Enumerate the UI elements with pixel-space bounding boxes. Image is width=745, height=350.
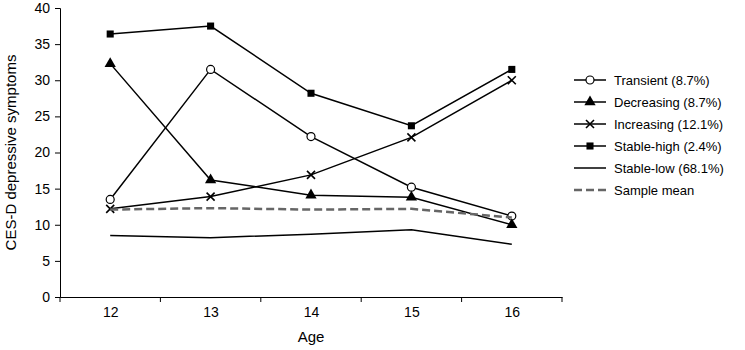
series-marker [305, 189, 316, 199]
y-tick-mark [55, 297, 60, 298]
legend-marker [586, 76, 594, 84]
series-line [110, 80, 512, 209]
x-tick: 13 [203, 297, 219, 320]
y-tick-label: 15 [34, 181, 50, 197]
y-tick-label: 10 [34, 217, 50, 233]
series-line [110, 26, 512, 126]
series-marker [407, 133, 415, 141]
legend-label: Stable-low (68.1%) [614, 161, 724, 176]
series-line [110, 64, 512, 225]
legend-item: Transient (8.7%) [574, 73, 710, 88]
chart: 0 5 10 15 20 25 30 35 40 12 13 14 15 16 Age CES-D depre… [0, 0, 745, 350]
x-boundary-tick [160, 297, 161, 302]
y-tick: 10 [34, 217, 60, 233]
x-tick-label: 14 [304, 304, 320, 320]
x-tick-label: 16 [505, 304, 521, 320]
y-tick-mark [55, 261, 60, 262]
x-axis-title: Age [298, 328, 325, 345]
y-tick: 0 [42, 289, 60, 305]
series-marker [407, 183, 415, 191]
y-axis-line [55, 9, 61, 298]
legend-item: Stable-low (68.1%) [574, 161, 724, 176]
series-marker [207, 193, 215, 201]
y-tick-label: 0 [42, 289, 50, 305]
legend-item: Sample mean [574, 183, 694, 198]
x-boundary-tick [260, 297, 261, 302]
legend-item: Decreasing (8.7%) [574, 95, 722, 110]
legend-label: Decreasing (8.7%) [614, 95, 722, 110]
series-marker [408, 122, 415, 129]
series-marker [307, 90, 314, 97]
legend-marker [584, 95, 595, 105]
legend-label: Increasing (12.1%) [614, 117, 723, 132]
marks [105, 23, 518, 245]
series-marker [205, 173, 216, 183]
series-line [110, 208, 512, 217]
y-tick-mark [55, 8, 60, 9]
y-tick-mark [55, 189, 60, 190]
series-marker [106, 195, 114, 203]
legend-marker [586, 120, 594, 128]
x-axis-line [61, 297, 563, 298]
y-tick-mark [55, 80, 60, 81]
y-tick-label: 5 [42, 253, 50, 269]
y-tick: 35 [34, 36, 60, 52]
x-boundary-tick [361, 297, 362, 302]
x-tick: 15 [404, 297, 420, 320]
x-boundary-ticks [60, 297, 562, 302]
series-line [110, 69, 512, 216]
series-marker [406, 191, 417, 201]
y-tick-mark [55, 44, 60, 45]
x-tick: 14 [304, 297, 320, 320]
y-tick: 15 [34, 181, 60, 197]
x-axis: 12 13 14 15 16 [60, 297, 563, 320]
y-tick: 25 [34, 108, 60, 124]
y-tick: 30 [34, 72, 60, 88]
series-marker [508, 76, 516, 84]
series-marker [207, 65, 215, 73]
series-marker [207, 23, 214, 30]
y-tick: 5 [42, 253, 60, 269]
y-tick-label: 35 [34, 36, 50, 52]
legend-marker [586, 142, 593, 149]
legend-label: Sample mean [614, 183, 694, 198]
legend-swatch [574, 167, 606, 169]
y-tick-mark [55, 116, 60, 117]
plot: 0 5 10 15 20 25 30 35 40 12 13 14 15 16 [34, 0, 562, 320]
series-marker [107, 30, 114, 37]
y-tick-mark [55, 153, 60, 154]
x-tick: 16 [505, 297, 521, 320]
series-marker [307, 171, 315, 179]
x-tick: 12 [103, 297, 119, 320]
y-axis: 0 5 10 15 20 25 30 35 40 [34, 0, 60, 305]
legend-item: Stable-high (2.4%) [574, 139, 722, 154]
y-tick-label: 20 [34, 144, 50, 160]
legend-label: Stable-high (2.4%) [614, 139, 722, 154]
legend: Transient (8.7%) Decreasing (8.7%) Increas… [574, 73, 724, 198]
series-marker [508, 66, 515, 73]
y-tick-label: 40 [34, 0, 50, 16]
legend-swatch [574, 189, 606, 192]
y-tick: 40 [34, 0, 60, 16]
y-tick-label: 25 [34, 108, 50, 124]
x-boundary-tick [562, 297, 563, 302]
y-tick-mark [55, 225, 60, 226]
x-tick-label: 15 [404, 304, 420, 320]
x-tick-label: 12 [103, 304, 119, 320]
x-boundary-tick [60, 297, 61, 302]
series-marker [506, 218, 517, 228]
series-marker [105, 57, 116, 67]
y-axis-title: CES-D depressive symptoms [2, 55, 19, 251]
legend-item: Increasing (12.1%) [574, 117, 723, 132]
x-boundary-tick [461, 297, 462, 302]
series-marker [307, 133, 315, 141]
series-line [110, 230, 512, 244]
y-tick: 20 [34, 144, 60, 160]
legend-label: Transient (8.7%) [614, 73, 710, 88]
x-tick-label: 13 [203, 304, 219, 320]
y-tick-label: 30 [34, 72, 50, 88]
